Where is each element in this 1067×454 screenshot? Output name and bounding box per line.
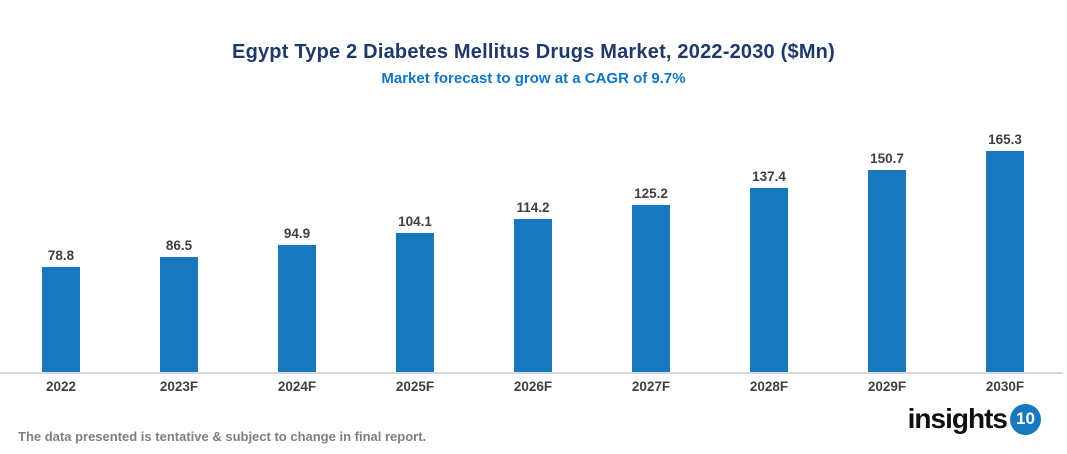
logo-badge-circle: 10	[1010, 403, 1041, 435]
bar-value-label: 165.3	[988, 132, 1022, 147]
category-label: 2022	[45, 379, 77, 394]
bar-value-label: 94.9	[283, 226, 311, 241]
category-label: 2027F	[631, 379, 671, 394]
category-label: 2025F	[395, 379, 435, 394]
bar-column: 114.2	[474, 200, 592, 373]
bar-value-label: 78.8	[47, 248, 75, 263]
bar	[42, 267, 80, 373]
category-label: 2029F	[867, 379, 907, 394]
category-label: 2028F	[749, 379, 789, 394]
bar-value-label: 125.2	[634, 186, 668, 201]
bar-column: 125.2	[592, 186, 710, 373]
bar-value-label: 86.5	[165, 238, 193, 253]
bar	[986, 151, 1024, 373]
bar-column: 150.7	[828, 151, 946, 373]
bar-column: 137.4	[710, 169, 828, 373]
x-axis-line	[0, 372, 1063, 374]
bar	[396, 233, 434, 373]
bar-value-label: 104.1	[398, 214, 432, 229]
logo-wordmark: insights	[907, 403, 1008, 434]
category-label: 2026F	[513, 379, 553, 394]
bar	[514, 219, 552, 373]
category-label: 2024F	[277, 379, 317, 394]
bar	[632, 205, 670, 373]
bar-column: 104.1	[356, 214, 474, 373]
bar	[160, 257, 198, 373]
bar	[278, 245, 316, 373]
disclaimer-text: The data presented is tentative & subjec…	[18, 429, 427, 444]
chart-subtitle: Market forecast to grow at a CAGR of 9.7…	[381, 70, 686, 87]
category-labels-row: 2022 2023F 2024F 2025F 2026F 2027F 2028F 2029F 2…	[2, 379, 1064, 394]
bar-value-label: 114.2	[516, 200, 550, 215]
bar-value-label: 137.4	[752, 169, 786, 184]
bar-column: 86.5	[120, 238, 238, 373]
category-label: 2030F	[985, 379, 1025, 394]
insights10-logo: insights 10	[908, 403, 1041, 435]
bars-container: 78.8 86.5 94.9 104.1 114.2 125.2 137.4 150.7 165…	[2, 120, 1064, 373]
bar	[750, 188, 788, 373]
category-label: 2023F	[159, 379, 199, 394]
bar-column: 78.8	[2, 248, 120, 373]
bar-column: 165.3	[946, 132, 1064, 373]
bar-value-label: 150.7	[870, 151, 904, 166]
bar-column: 94.9	[238, 226, 356, 373]
bar	[868, 170, 906, 373]
chart-title: Egypt Type 2 Diabetes Mellitus Drugs Mar…	[232, 41, 835, 63]
